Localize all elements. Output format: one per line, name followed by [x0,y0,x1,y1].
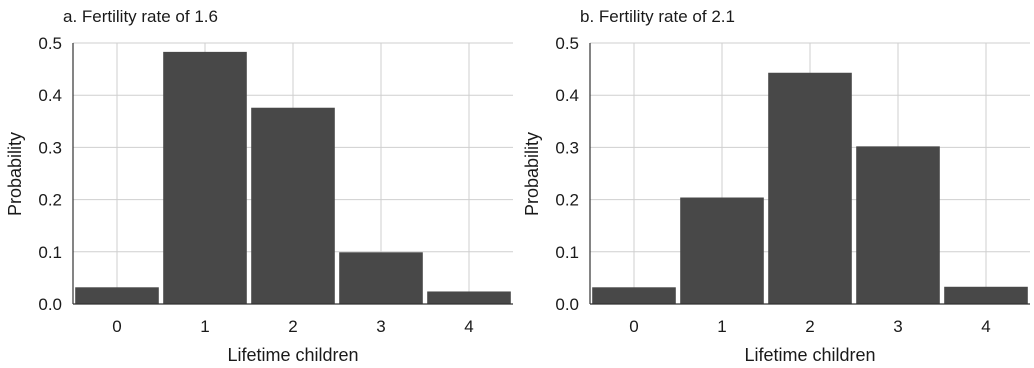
y-tick-label: 0.0 [38,295,62,314]
bar [856,146,940,304]
x-axis-label: Lifetime children [744,345,875,365]
y-tick-label: 0.4 [555,86,579,105]
bar [427,291,511,304]
x-tick-label: 2 [288,317,297,336]
bar [339,252,423,304]
y-tick-label: 0.3 [38,138,62,157]
x-tick-label: 1 [200,317,209,336]
bar [944,286,1028,304]
y-tick-label: 0.1 [38,243,62,262]
x-tick-label: 4 [981,317,990,336]
y-axis-label: Probability [5,132,25,216]
x-tick-label: 3 [893,317,902,336]
x-tick-label: 0 [629,317,638,336]
x-tick-label: 2 [805,317,814,336]
y-tick-label: 0.0 [555,295,579,314]
bar [680,197,764,304]
y-tick-label: 0.2 [38,191,62,210]
bar [592,287,676,304]
y-tick-label: 0.1 [555,243,579,262]
y-axis-label: Probability [522,132,542,216]
gridlines [73,42,513,304]
y-tick-label: 0.3 [555,138,579,157]
y-tick-label: 0.2 [555,191,579,210]
x-tick-label: 4 [464,317,473,336]
y-tick-label: 0.4 [38,86,62,105]
panel-a: a. Fertility rate of 1.6 Probability Lif… [5,7,513,365]
bar [163,51,247,305]
chart-title: b. Fertility rate of 2.1 [580,7,735,26]
bar [251,107,335,304]
x-tick-label: 0 [112,317,121,336]
chart-title: a. Fertility rate of 1.6 [63,7,218,26]
x-tick-label: 1 [717,317,726,336]
y-tick-label: 0.5 [38,34,62,53]
panel-b: b. Fertility rate of 2.1 Probability Lif… [522,7,1030,365]
y-tick-label: 0.5 [555,34,579,53]
x-tick-label: 3 [376,317,385,336]
x-axis-label: Lifetime children [227,345,358,365]
bar [75,287,159,304]
bar [768,72,852,304]
